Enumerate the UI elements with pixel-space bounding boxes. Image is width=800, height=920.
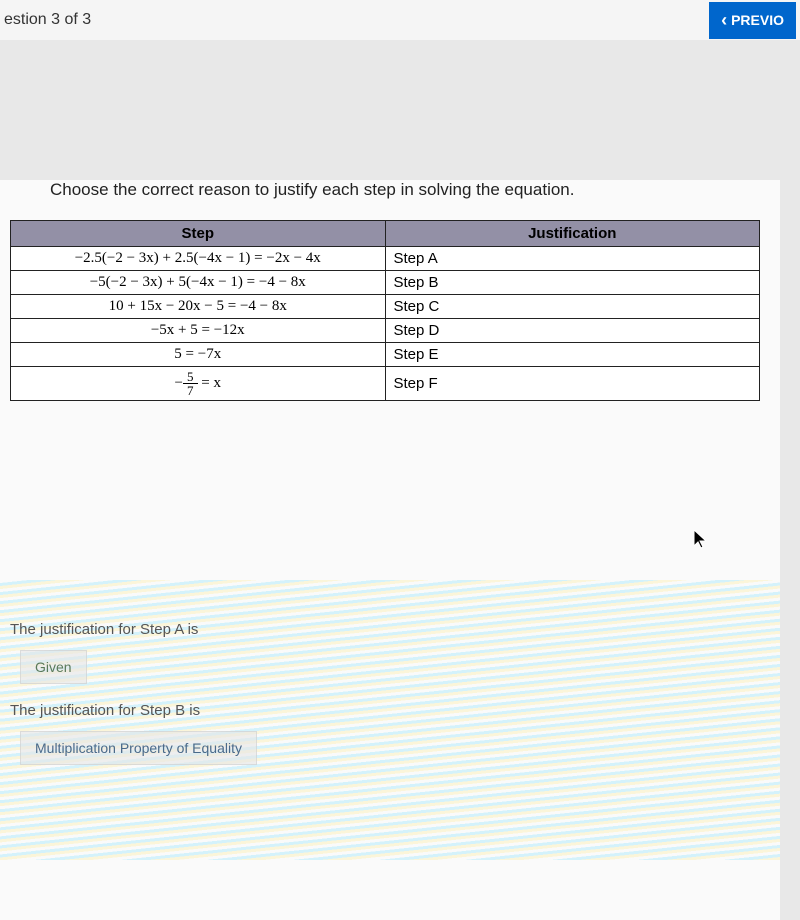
cursor-icon (694, 530, 710, 555)
col-header-step: Step (11, 221, 386, 247)
table-row: 5 = −7x Step E (11, 343, 760, 367)
step-expression: −5(−2 − 3x) + 5(−4x − 1) = −4 − 8x (11, 271, 386, 295)
equals-x: = x (198, 375, 221, 391)
step-b-answer[interactable]: Multiplication Property of Equality (20, 731, 257, 765)
table-row: −57 = x Step F (11, 367, 760, 401)
step-expression: 5 = −7x (11, 343, 386, 367)
step-b-label: The justification for Step B is (10, 702, 760, 719)
step-expression: 10 + 15x − 20x − 5 = −4 − 8x (11, 295, 386, 319)
step-a-label: The justification for Step A is (10, 621, 760, 638)
step-a-answer[interactable]: Given (20, 650, 87, 684)
header-bar: estion 3 of 3 PREVIO (0, 0, 800, 40)
content-area: Choose the correct reason to justify eac… (0, 180, 780, 920)
question-indicator: estion 3 of 3 (4, 11, 91, 29)
table-row: −2.5(−2 − 3x) + 2.5(−4x − 1) = −2x − 4x … (11, 247, 760, 271)
step-justification: Step C (385, 295, 760, 319)
neg-sign: − (175, 375, 183, 391)
step-justification: Step D (385, 319, 760, 343)
fraction: 57 (183, 370, 198, 397)
step-expression: −5x + 5 = −12x (11, 319, 386, 343)
step-expression: −57 = x (11, 367, 386, 401)
step-justification: Step F (385, 367, 760, 401)
fraction-denominator: 7 (183, 384, 198, 397)
step-expression: −2.5(−2 − 3x) + 2.5(−4x − 1) = −2x − 4x (11, 247, 386, 271)
prompt-text: Choose the correct reason to justify eac… (50, 180, 780, 200)
table-row: −5(−2 − 3x) + 5(−4x − 1) = −4 − 8x Step … (11, 271, 760, 295)
table-row: 10 + 15x − 20x − 5 = −4 − 8x Step C (11, 295, 760, 319)
step-justification: Step B (385, 271, 760, 295)
table-row: −5x + 5 = −12x Step D (11, 319, 760, 343)
step-justification: Step E (385, 343, 760, 367)
fraction-numerator: 5 (183, 370, 198, 384)
col-header-justification: Justification (385, 221, 760, 247)
step-justification: Step A (385, 247, 760, 271)
previous-button[interactable]: PREVIO (709, 2, 796, 39)
answer-section: The justification for Step A is Given Th… (10, 621, 760, 783)
equation-table: Step Justification −2.5(−2 − 3x) + 2.5(−… (10, 220, 760, 401)
